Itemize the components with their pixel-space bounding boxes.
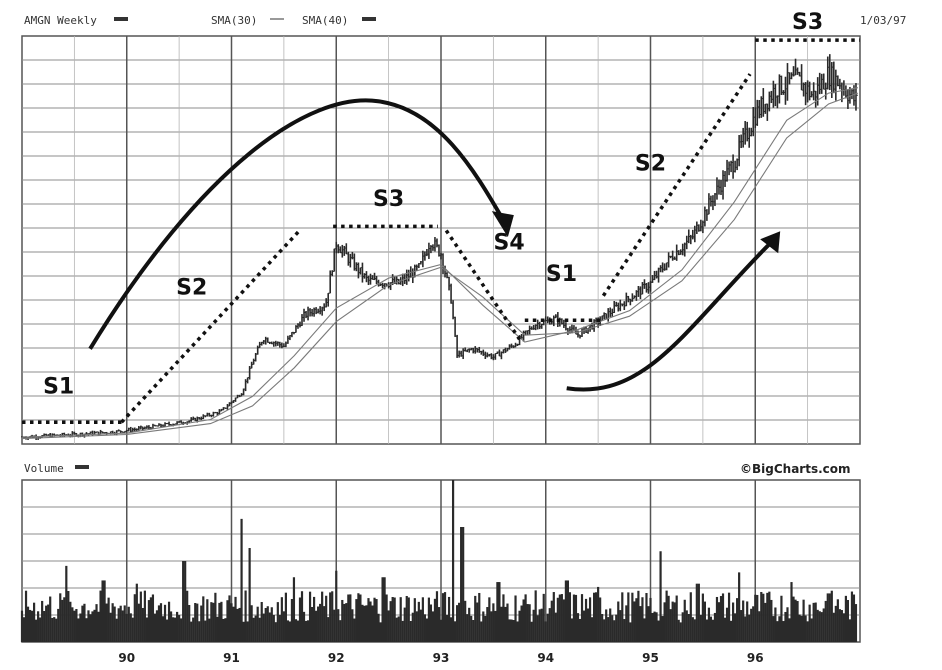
stage-label-s1: S1 bbox=[43, 375, 74, 400]
sma30-legend-swatch bbox=[270, 18, 284, 20]
stage-label-s4: S4 bbox=[494, 231, 525, 256]
arrow-head-down bbox=[491, 211, 514, 238]
sma40-legend-swatch bbox=[362, 17, 376, 21]
x-tick-label-94: 94 bbox=[537, 651, 554, 665]
trend-arrow-arc-down bbox=[88, 98, 506, 350]
x-tick-label-91: 91 bbox=[223, 651, 240, 665]
price-legend-swatch bbox=[114, 17, 128, 21]
stage-label-s3: S3 bbox=[373, 187, 404, 212]
x-tick-label-92: 92 bbox=[328, 651, 345, 665]
x-tick-label-90: 90 bbox=[118, 651, 135, 665]
price-series-group bbox=[21, 54, 859, 441]
volume-bars-group bbox=[20, 480, 858, 642]
x-tick-label-96: 96 bbox=[747, 651, 764, 665]
annotations-group: S1 S2 S3 S4 S1 S2 S3 bbox=[43, 10, 823, 399]
sma30-label: SMA(30) bbox=[211, 14, 257, 27]
bigcharts-credit: ©BigCharts.com bbox=[740, 462, 851, 476]
stage-label-s2: S2 bbox=[176, 275, 207, 300]
arrow-head-up bbox=[760, 231, 781, 254]
sma-line-30 bbox=[21, 87, 858, 438]
trend-arrow-arc-up bbox=[566, 239, 774, 392]
ticker-label: AMGN Weekly bbox=[24, 14, 97, 27]
stage-label-s2: S2 bbox=[635, 152, 666, 177]
sma40-label: SMA(40) bbox=[302, 14, 348, 27]
x-tick-labels-group: 90 91 92 93 94 95 96 bbox=[118, 651, 763, 665]
stage-lines-group bbox=[22, 38, 860, 424]
stage-dotted-line bbox=[120, 229, 301, 424]
volume-legend-swatch bbox=[75, 465, 89, 469]
volume-label: Volume bbox=[24, 462, 64, 475]
price-grid bbox=[22, 36, 860, 444]
stage-label-s3: S3 bbox=[792, 10, 823, 35]
stage-label-s1: S1 bbox=[546, 262, 577, 287]
x-tick-label-95: 95 bbox=[642, 651, 659, 665]
x-tick-label-93: 93 bbox=[433, 651, 450, 665]
date-label: 1/03/97 bbox=[860, 14, 906, 27]
stage-dotted-line bbox=[444, 229, 522, 341]
arrows-group bbox=[88, 98, 781, 392]
sma-line-40 bbox=[21, 92, 859, 440]
